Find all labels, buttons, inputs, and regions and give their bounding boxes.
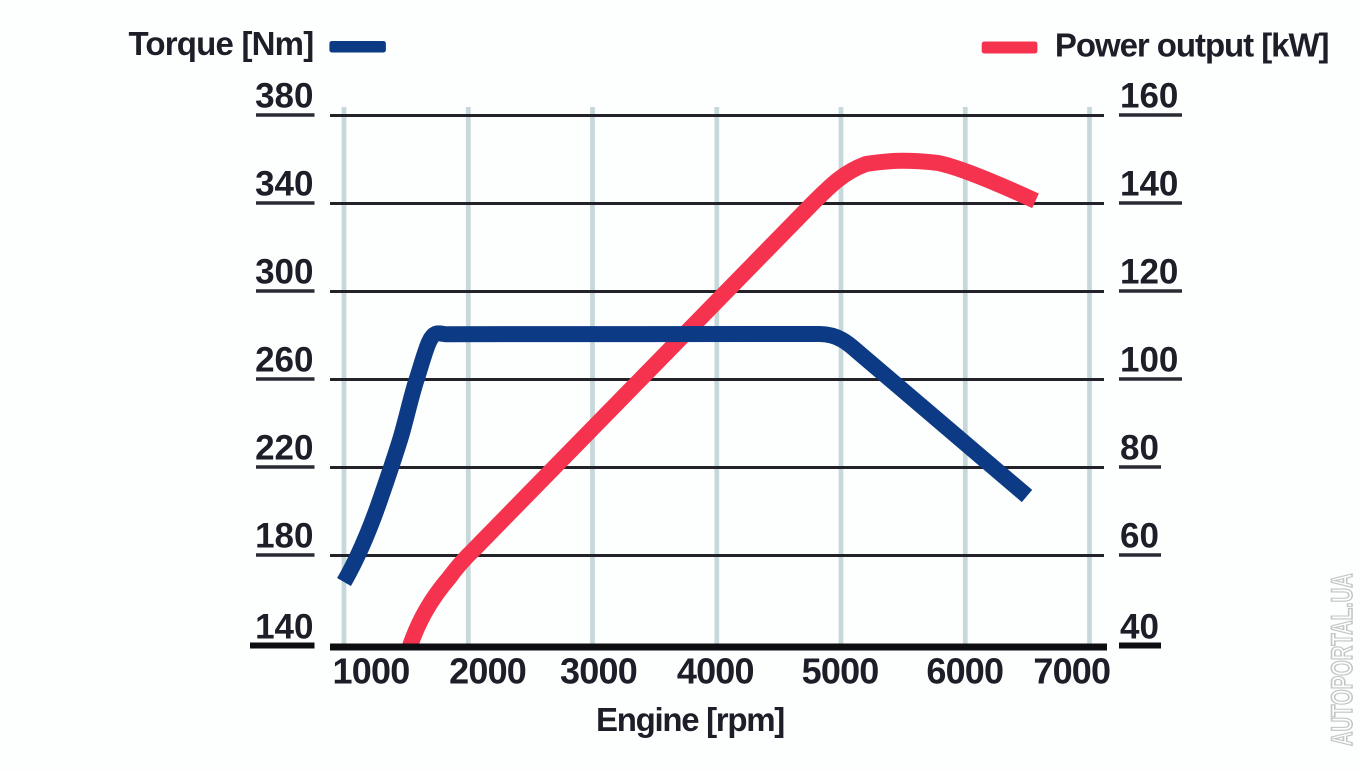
svg-text:340: 340 [255, 165, 313, 204]
svg-text:2000: 2000 [449, 651, 526, 692]
svg-text:180: 180 [255, 517, 313, 556]
svg-text:AUTOPORTAL.UA: AUTOPORTAL.UA [1326, 573, 1359, 746]
svg-text:160: 160 [1120, 77, 1178, 116]
svg-text:Power output [kW]: Power output [kW] [1055, 27, 1329, 64]
svg-text:Engine [rpm]: Engine [rpm] [596, 701, 784, 738]
svg-text:40: 40 [1120, 608, 1159, 647]
svg-text:1000: 1000 [333, 651, 410, 692]
svg-text:Torque [Nm]: Torque [Nm] [129, 25, 314, 62]
svg-text:120: 120 [1120, 253, 1178, 292]
svg-text:4000: 4000 [677, 651, 754, 692]
svg-text:260: 260 [255, 341, 313, 380]
svg-text:140: 140 [255, 608, 313, 647]
svg-text:6000: 6000 [926, 651, 1003, 692]
svg-text:80: 80 [1120, 429, 1159, 468]
svg-text:140: 140 [1120, 165, 1178, 204]
svg-text:100: 100 [1120, 341, 1178, 380]
svg-text:60: 60 [1120, 517, 1159, 556]
svg-text:220: 220 [255, 429, 313, 468]
svg-text:300: 300 [255, 253, 313, 292]
svg-text:7000: 7000 [1033, 651, 1110, 692]
svg-text:3000: 3000 [560, 651, 637, 692]
svg-text:5000: 5000 [802, 651, 879, 692]
svg-text:380: 380 [255, 77, 313, 116]
